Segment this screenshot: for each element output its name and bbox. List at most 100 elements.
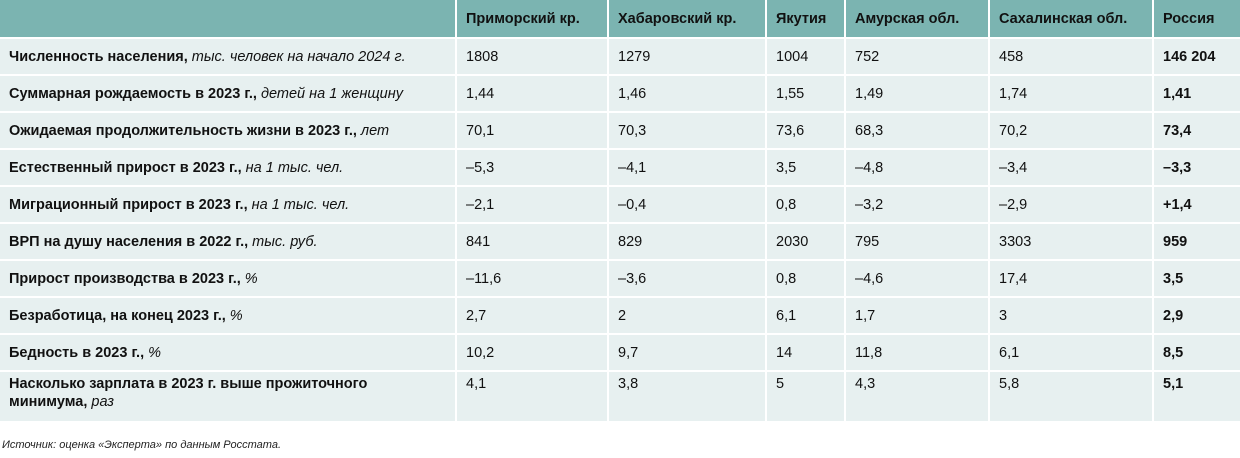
value-cell-amur: –3,2 — [845, 186, 990, 224]
value-cell-yakutia: 5 — [766, 371, 846, 423]
value-cell-amur: 752 — [845, 38, 990, 76]
row-label: ВРП на душу населения в 2022 г., — [9, 233, 249, 250]
row-label-cell: Насколько зарплата в 2023 г. выше прожит… — [0, 371, 457, 423]
value-cell-amur: 1,49 — [845, 75, 990, 113]
value-cell-sakhalin: 3303 — [989, 223, 1154, 261]
value-cell-primorsky: 2,7 — [456, 297, 609, 335]
value-cell-khabarovsk: 1,46 — [608, 75, 767, 113]
row-label: Насколько зарплата в 2023 г. выше прожит… — [9, 376, 368, 410]
table-row: Бедность в 2023 г., % 10,2 9,7 14 11,8 6,1 8,5 — [0, 334, 1240, 372]
value-cell-russia: 1,41 — [1153, 75, 1240, 113]
value-cell-amur: –4,8 — [845, 149, 990, 187]
row-label-cell: Прирост производства в 2023 г., % — [0, 260, 457, 298]
row-unit: на 1 тыс. чел. — [251, 196, 350, 213]
value-cell-khabarovsk: –3,6 — [608, 260, 767, 298]
value-cell-yakutia: 2030 — [766, 223, 846, 261]
value-cell-khabarovsk: 70,3 — [608, 112, 767, 150]
value-cell-amur: 795 — [845, 223, 990, 261]
table-row: Миграционный прирост в 2023 г., на 1 тыс… — [0, 186, 1240, 224]
value-cell-sakhalin: –2,9 — [989, 186, 1154, 224]
value-cell-sakhalin: 17,4 — [989, 260, 1154, 298]
value-cell-yakutia: 0,8 — [766, 186, 846, 224]
value-cell-russia: –3,3 — [1153, 149, 1240, 187]
row-label-cell: Суммарная рождаемость в 2023 г., детей н… — [0, 75, 457, 113]
value-cell-yakutia: 3,5 — [766, 149, 846, 187]
value-cell-russia: 8,5 — [1153, 334, 1240, 372]
value-cell-yakutia: 1,55 — [766, 75, 846, 113]
value-cell-russia: 5,1 — [1153, 371, 1240, 423]
row-label: Прирост производства в 2023 г., — [9, 270, 241, 287]
header-cell-primorsky: Приморский кр. — [456, 0, 609, 39]
value-cell-khabarovsk: –0,4 — [608, 186, 767, 224]
row-label-cell: ВРП на душу населения в 2022 г., тыс. ру… — [0, 223, 457, 261]
row-unit: % — [244, 270, 258, 287]
row-unit: на 1 тыс. чел. — [245, 159, 344, 176]
value-cell-russia: 3,5 — [1153, 260, 1240, 298]
table-row: Численность населения, тыс. человек на н… — [0, 38, 1240, 76]
value-cell-sakhalin: 1,74 — [989, 75, 1154, 113]
row-label-cell: Бедность в 2023 г., % — [0, 334, 457, 372]
table-row: Естественный прирост в 2023 г., на 1 тыс… — [0, 149, 1240, 187]
row-label: Численность населения, — [9, 48, 188, 65]
table-row: Безработица, на конец 2023 г., % 2,7 2 6,1 1… — [0, 297, 1240, 335]
row-label: Естественный прирост в 2023 г., — [9, 159, 242, 176]
value-cell-primorsky: 10,2 — [456, 334, 609, 372]
value-cell-russia: +1,4 — [1153, 186, 1240, 224]
value-cell-sakhalin: –3,4 — [989, 149, 1154, 187]
source-note: Источник: оценка «Эксперта» по данным Ро… — [2, 439, 282, 451]
table-header: Приморский кр. Хабаровский кр. Якутия Ам… — [0, 0, 1240, 39]
value-cell-khabarovsk: –4,1 — [608, 149, 767, 187]
value-cell-amur: 68,3 — [845, 112, 990, 150]
row-label: Бедность в 2023 г., — [9, 344, 145, 361]
value-cell-yakutia: 1004 — [766, 38, 846, 76]
table-row: Прирост производства в 2023 г., % –11,6 –3… — [0, 260, 1240, 298]
header-cell-amur: Амурская обл. — [845, 0, 990, 39]
value-cell-khabarovsk: 829 — [608, 223, 767, 261]
value-cell-amur: 1,7 — [845, 297, 990, 335]
row-unit: тыс. руб. — [252, 233, 318, 250]
row-label: Ожидаемая продолжительность жизни в 2023… — [9, 122, 357, 139]
row-unit: раз — [91, 394, 114, 410]
value-cell-yakutia: 0,8 — [766, 260, 846, 298]
header-cell-khabarovsk: Хабаровский кр. — [608, 0, 767, 39]
value-cell-amur: 11,8 — [845, 334, 990, 372]
value-cell-amur: –4,6 — [845, 260, 990, 298]
value-cell-russia: 2,9 — [1153, 297, 1240, 335]
table-body: Численность населения, тыс. человек на н… — [0, 38, 1240, 423]
value-cell-russia: 73,4 — [1153, 112, 1240, 150]
table-row: Суммарная рождаемость в 2023 г., детей н… — [0, 75, 1240, 113]
value-cell-khabarovsk: 2 — [608, 297, 767, 335]
header-cell-russia: Россия — [1153, 0, 1240, 39]
value-cell-russia: 146 204 — [1153, 38, 1240, 76]
row-label-cell: Естественный прирост в 2023 г., на 1 тыс… — [0, 149, 457, 187]
row-label: Суммарная рождаемость в 2023 г., — [9, 85, 257, 102]
table-container: Приморский кр. Хабаровский кр. Якутия Ам… — [0, 0, 1240, 423]
value-cell-sakhalin: 5,8 — [989, 371, 1154, 423]
row-label-cell: Миграционный прирост в 2023 г., на 1 тыс… — [0, 186, 457, 224]
value-cell-primorsky: 1808 — [456, 38, 609, 76]
value-cell-primorsky: 70,1 — [456, 112, 609, 150]
value-cell-khabarovsk: 1279 — [608, 38, 767, 76]
value-cell-yakutia: 14 — [766, 334, 846, 372]
value-cell-sakhalin: 458 — [989, 38, 1154, 76]
value-cell-sakhalin: 70,2 — [989, 112, 1154, 150]
header-cell-yakutia: Якутия — [766, 0, 846, 39]
value-cell-sakhalin: 6,1 — [989, 334, 1154, 372]
value-cell-amur: 4,3 — [845, 371, 990, 423]
row-unit: детей на 1 женщину — [261, 85, 403, 102]
row-label: Миграционный прирост в 2023 г., — [9, 196, 248, 213]
header-cell-indicator — [0, 0, 457, 39]
value-cell-sakhalin: 3 — [989, 297, 1154, 335]
value-cell-primorsky: 841 — [456, 223, 609, 261]
row-unit: тыс. человек на начало 2024 г. — [191, 48, 406, 65]
value-cell-primorsky: –5,3 — [456, 149, 609, 187]
table-row: Ожидаемая продолжительность жизни в 2023… — [0, 112, 1240, 150]
row-label: Безработица, на конец 2023 г., — [9, 307, 226, 324]
value-cell-khabarovsk: 9,7 — [608, 334, 767, 372]
value-cell-primorsky: –2,1 — [456, 186, 609, 224]
row-unit: % — [229, 307, 243, 324]
row-label-cell: Ожидаемая продолжительность жизни в 2023… — [0, 112, 457, 150]
data-table: Приморский кр. Хабаровский кр. Якутия Ам… — [0, 0, 1240, 423]
table-row: ВРП на душу населения в 2022 г., тыс. ру… — [0, 223, 1240, 261]
row-unit: лет — [360, 122, 390, 139]
